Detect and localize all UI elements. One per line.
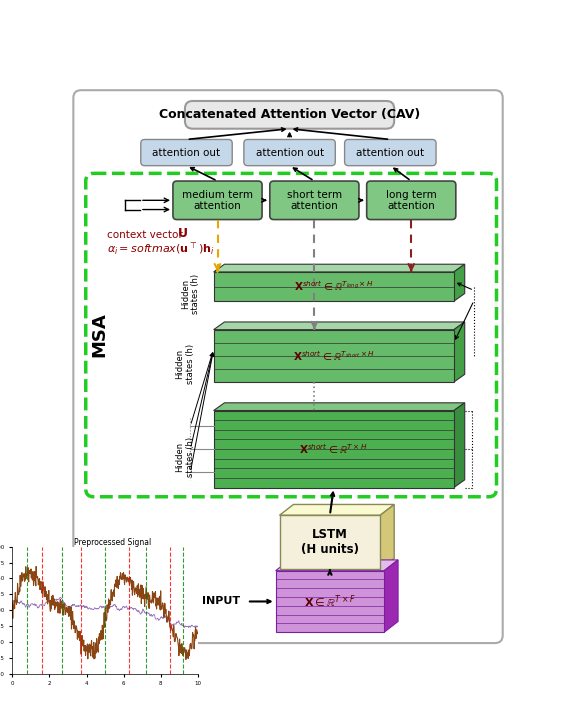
Text: context vector: context vector [107, 230, 183, 240]
Text: $\mathbf{X}^{short} \in \mathbb{R}^{T_{long}\times H}$: $\mathbf{X}^{short} \in \mathbb{R}^{T_{l… [294, 280, 374, 293]
Text: $\mathbf{X}^{short} \in \mathbb{R}^{T_{short}\times H}$: $\mathbf{X}^{short} \in \mathbb{R}^{T_{s… [293, 349, 375, 363]
Text: attention out: attention out [152, 147, 220, 158]
Text: Hidden
states (h): Hidden states (h) [180, 274, 200, 314]
Polygon shape [454, 322, 465, 382]
Text: $\mathbf{X}^{short} \in \mathbb{R}^{T\times H}$: $\mathbf{X}^{short} \in \mathbb{R}^{T\ti… [300, 442, 368, 456]
FancyBboxPatch shape [185, 101, 394, 129]
Text: $\mathbf{U}$: $\mathbf{U}$ [177, 227, 188, 240]
Text: Concatenated Attention Vector (CAV): Concatenated Attention Vector (CAV) [159, 108, 420, 121]
Bar [279, 515, 380, 569]
Polygon shape [454, 403, 465, 488]
Text: Hidden
states (h): Hidden states (h) [175, 343, 194, 383]
Text: $\mathbf{X} \in \mathbb{R}^{T\times F}$: $\mathbf{X} \in \mathbb{R}^{T\times F}$ [304, 593, 356, 610]
Text: long term
attention: long term attention [386, 189, 437, 211]
Polygon shape [384, 560, 398, 632]
Polygon shape [380, 505, 394, 569]
Text: short term
attention: short term attention [287, 189, 342, 211]
Bar [214, 330, 454, 382]
FancyBboxPatch shape [140, 139, 232, 166]
FancyBboxPatch shape [173, 181, 262, 219]
FancyBboxPatch shape [244, 139, 336, 166]
Polygon shape [214, 322, 465, 330]
FancyBboxPatch shape [74, 90, 502, 643]
Text: INPUT: INPUT [202, 597, 239, 606]
Text: MSA: MSA [90, 313, 108, 357]
Polygon shape [214, 264, 465, 272]
FancyBboxPatch shape [270, 181, 359, 219]
Text: attention out: attention out [356, 147, 424, 158]
Polygon shape [279, 505, 394, 515]
Text: Preprocessed Signal: Preprocessed Signal [74, 538, 152, 547]
Polygon shape [214, 403, 465, 410]
Polygon shape [275, 560, 398, 571]
FancyBboxPatch shape [366, 181, 456, 219]
Text: medium term
attention: medium term attention [182, 189, 253, 211]
Text: Hidden
states (h): Hidden states (h) [175, 436, 194, 477]
Text: LSTM
(H units): LSTM (H units) [301, 529, 359, 556]
Bar [214, 272, 454, 301]
Bar [275, 571, 384, 632]
Text: attention out: attention out [256, 147, 324, 158]
Polygon shape [454, 264, 465, 301]
Text: $\alpha_i = softmax(\mathbf{u}^\top)\mathbf{h}_i$: $\alpha_i = softmax(\mathbf{u}^\top)\mat… [107, 241, 215, 256]
Bar [214, 410, 454, 488]
FancyBboxPatch shape [345, 139, 436, 166]
